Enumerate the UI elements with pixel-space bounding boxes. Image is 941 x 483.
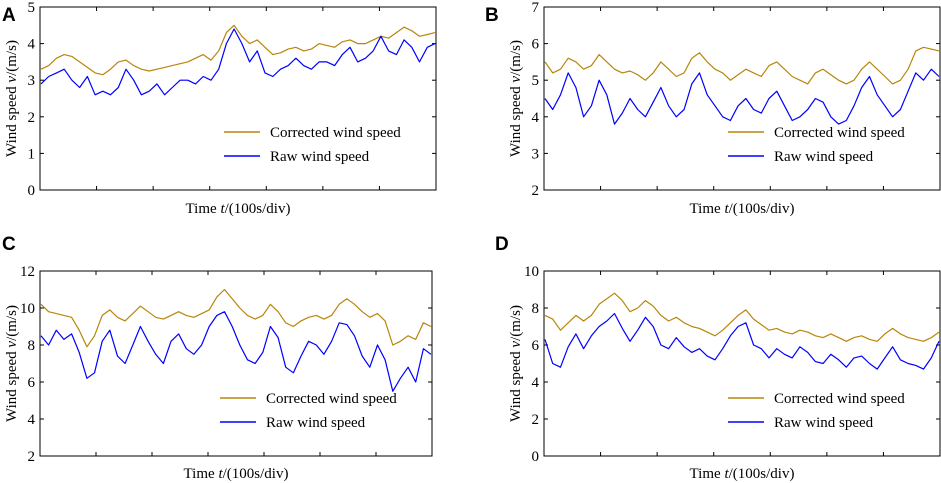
corrected-series-line: [544, 46, 940, 85]
x-axis-label: Time t/(100s/div): [690, 201, 795, 217]
chart-panel-c: C 2 4 6 8 10 12 Corrected wind speed Raw wind sp…: [2, 234, 433, 482]
x-axis-label-prefix: Time: [184, 466, 219, 482]
legend-label-raw: Raw wind speed: [774, 415, 874, 431]
y-axis-label: Wind speed v/(m/s): [508, 40, 524, 157]
y-tick-label: 1: [28, 146, 36, 162]
plot-frame: [543, 270, 941, 457]
y-tick-label: 4: [532, 375, 540, 391]
panel-letter: C: [2, 234, 16, 255]
x-axis-label-suffix: /(100s/div): [729, 466, 795, 482]
y-tick-label: 10: [524, 264, 539, 280]
x-axis-label-var: t: [218, 466, 223, 482]
x-axis-label-suffix: /(100s/div): [729, 201, 795, 217]
legend-label-raw: Raw wind speed: [266, 415, 366, 431]
y-axis-label-var: v: [508, 76, 524, 83]
y-axis-label-prefix: Wind speed: [508, 348, 524, 422]
y-tick-label: 4: [532, 110, 540, 126]
x-axis-label-prefix: Time: [690, 466, 725, 482]
legend-label-corrected: Corrected wind speed: [270, 125, 401, 141]
y-tick-label: 6: [532, 37, 540, 53]
plot-frame: [39, 270, 433, 457]
y-axis-label-var: v: [508, 341, 524, 348]
y-tick-label: 12: [20, 264, 35, 280]
raw-series-line: [40, 311, 432, 392]
y-axis-label-prefix: Wind speed: [4, 348, 20, 422]
y-tick-label: 4: [28, 37, 36, 53]
x-axis-label-var: t: [724, 466, 729, 482]
x-axis-label: Time t/(100s/div): [186, 201, 291, 217]
x-axis-label-prefix: Time: [186, 201, 221, 217]
y-tick-label: 8: [28, 338, 36, 354]
raw-series-line: [40, 28, 436, 96]
x-axis-label: Time t/(100s/div): [184, 466, 289, 482]
x-axis-label-var: t: [724, 201, 729, 217]
panel-letter: A: [2, 5, 16, 26]
x-axis-label-suffix: /(100s/div): [223, 466, 289, 482]
y-axis-label-prefix: Wind speed: [4, 83, 20, 157]
x-axis-label-suffix: /(100s/div): [225, 201, 291, 217]
y-tick-label: 4: [28, 412, 36, 428]
y-axis-label-var: v: [4, 341, 20, 348]
legend-label-raw: Raw wind speed: [270, 149, 370, 165]
y-tick-label: 3: [532, 146, 540, 162]
y-tick-label: 2: [28, 449, 36, 465]
corrected-series-line: [544, 292, 940, 342]
corrected-series-line: [40, 288, 432, 348]
y-tick-label: 8: [532, 301, 540, 317]
y-tick-label: 7: [532, 0, 540, 16]
y-axis-label-suffix: /(m/s): [508, 305, 524, 341]
legend-label-corrected: Corrected wind speed: [266, 391, 397, 407]
y-tick-label: 5: [28, 0, 36, 16]
corrected-series-line: [40, 24, 436, 76]
y-tick-label: 2: [28, 110, 36, 126]
plot-frame: [543, 6, 941, 191]
y-axis-label: Wind speed v/(m/s): [4, 40, 20, 157]
legend-label-corrected: Corrected wind speed: [774, 125, 905, 141]
y-axis-label-suffix: /(m/s): [508, 40, 524, 76]
y-tick-label: 10: [20, 301, 35, 317]
x-axis-label-var: t: [220, 201, 225, 217]
chart-panel-a: A 0 1 2 3 4 5 Corrected wind speed Raw wind spee…: [2, 0, 437, 217]
chart-panel-d: D 0 2 4 6 8 10 Corrected wind speed Raw wind spe…: [495, 234, 941, 482]
x-axis-label: Time t/(100s/div): [690, 466, 795, 482]
y-axis-label-prefix: Wind speed: [508, 83, 524, 157]
y-axis-label-var: v: [4, 76, 20, 83]
y-tick-label: 2: [532, 183, 540, 199]
y-tick-label: 2: [532, 412, 540, 428]
y-tick-label: 0: [532, 449, 540, 465]
y-axis-label-suffix: /(m/s): [4, 305, 20, 341]
y-axis-label: Wind speed v/(m/s): [508, 305, 524, 422]
chart-panel-b: B 2 3 4 5 6 7 Corrected wind speed Raw wind spee…: [485, 0, 941, 217]
plot-frame: [39, 6, 437, 191]
y-axis-label: Wind speed v/(m/s): [4, 305, 20, 422]
y-tick-label: 0: [28, 183, 36, 199]
x-axis-label-prefix: Time: [690, 201, 725, 217]
y-tick-label: 3: [28, 73, 36, 89]
y-tick-label: 6: [28, 375, 36, 391]
y-tick-label: 6: [532, 338, 540, 354]
y-axis-label-suffix: /(m/s): [4, 40, 20, 76]
raw-series-line: [544, 312, 940, 370]
panel-letter: B: [485, 5, 499, 26]
raw-series-line: [544, 68, 940, 125]
panel-letter: D: [495, 234, 509, 255]
legend-label-raw: Raw wind speed: [774, 149, 874, 165]
legend-label-corrected: Corrected wind speed: [774, 391, 905, 407]
y-tick-label: 5: [532, 73, 540, 89]
